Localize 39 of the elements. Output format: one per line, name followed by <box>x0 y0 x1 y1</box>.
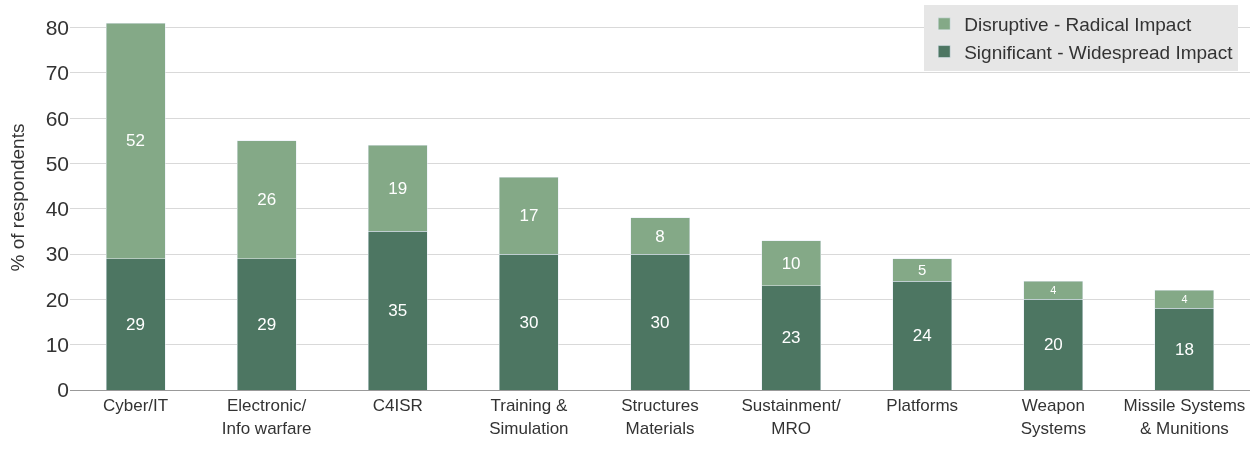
data-label: 26 <box>257 190 277 210</box>
x-tick-label: C4ISR <box>372 396 423 416</box>
y-tick-label: 20 <box>45 287 69 311</box>
data-label: 29 <box>126 314 146 334</box>
x-tick-label: Cyber/IT <box>102 396 169 416</box>
data-label: 4 <box>1050 283 1057 296</box>
x-tick-label: Sustainment/ MRO <box>741 396 841 438</box>
x-tick-label: Missile Systems & Munitions <box>1123 396 1246 438</box>
y-tick-label: 40 <box>45 197 69 221</box>
data-label: 4 <box>1181 292 1188 305</box>
data-label: 30 <box>650 312 670 332</box>
data-label: 52 <box>126 131 146 151</box>
x-tick-label: Weapon Systems <box>1020 396 1086 438</box>
y-tick-label: 60 <box>45 106 69 130</box>
legend-label: Disruptive - Radical Impact <box>964 14 1192 36</box>
data-label: 19 <box>388 178 408 198</box>
data-label: 5 <box>918 261 927 278</box>
data-label: 29 <box>257 314 277 334</box>
x-tick-label: Platforms <box>886 396 959 416</box>
data-label: 20 <box>1043 335 1063 355</box>
data-label: 24 <box>912 326 932 346</box>
data-label: 17 <box>519 206 539 226</box>
data-label: 8 <box>655 226 665 246</box>
data-label: 23 <box>781 328 801 348</box>
data-label: 18 <box>1174 339 1194 359</box>
x-tick-label: Training & Simulation <box>489 396 569 438</box>
data-label: 10 <box>781 253 801 273</box>
y-tick-label: 10 <box>45 333 69 357</box>
y-tick-label: 0 <box>57 378 69 402</box>
y-axis-title: % of respondents <box>7 123 29 272</box>
y-tick-label: 70 <box>45 61 69 85</box>
legend-label: Significant - Widespread Impact <box>964 41 1234 63</box>
y-tick-label: 50 <box>45 151 69 175</box>
y-tick-label: 80 <box>45 16 69 39</box>
y-tick-label: 30 <box>45 242 69 266</box>
x-tick-label: Electronic/ Info warfare <box>221 396 312 438</box>
data-label: 35 <box>388 301 408 321</box>
data-label: 30 <box>519 312 539 332</box>
x-tick-label: Structures Materials <box>621 396 699 438</box>
